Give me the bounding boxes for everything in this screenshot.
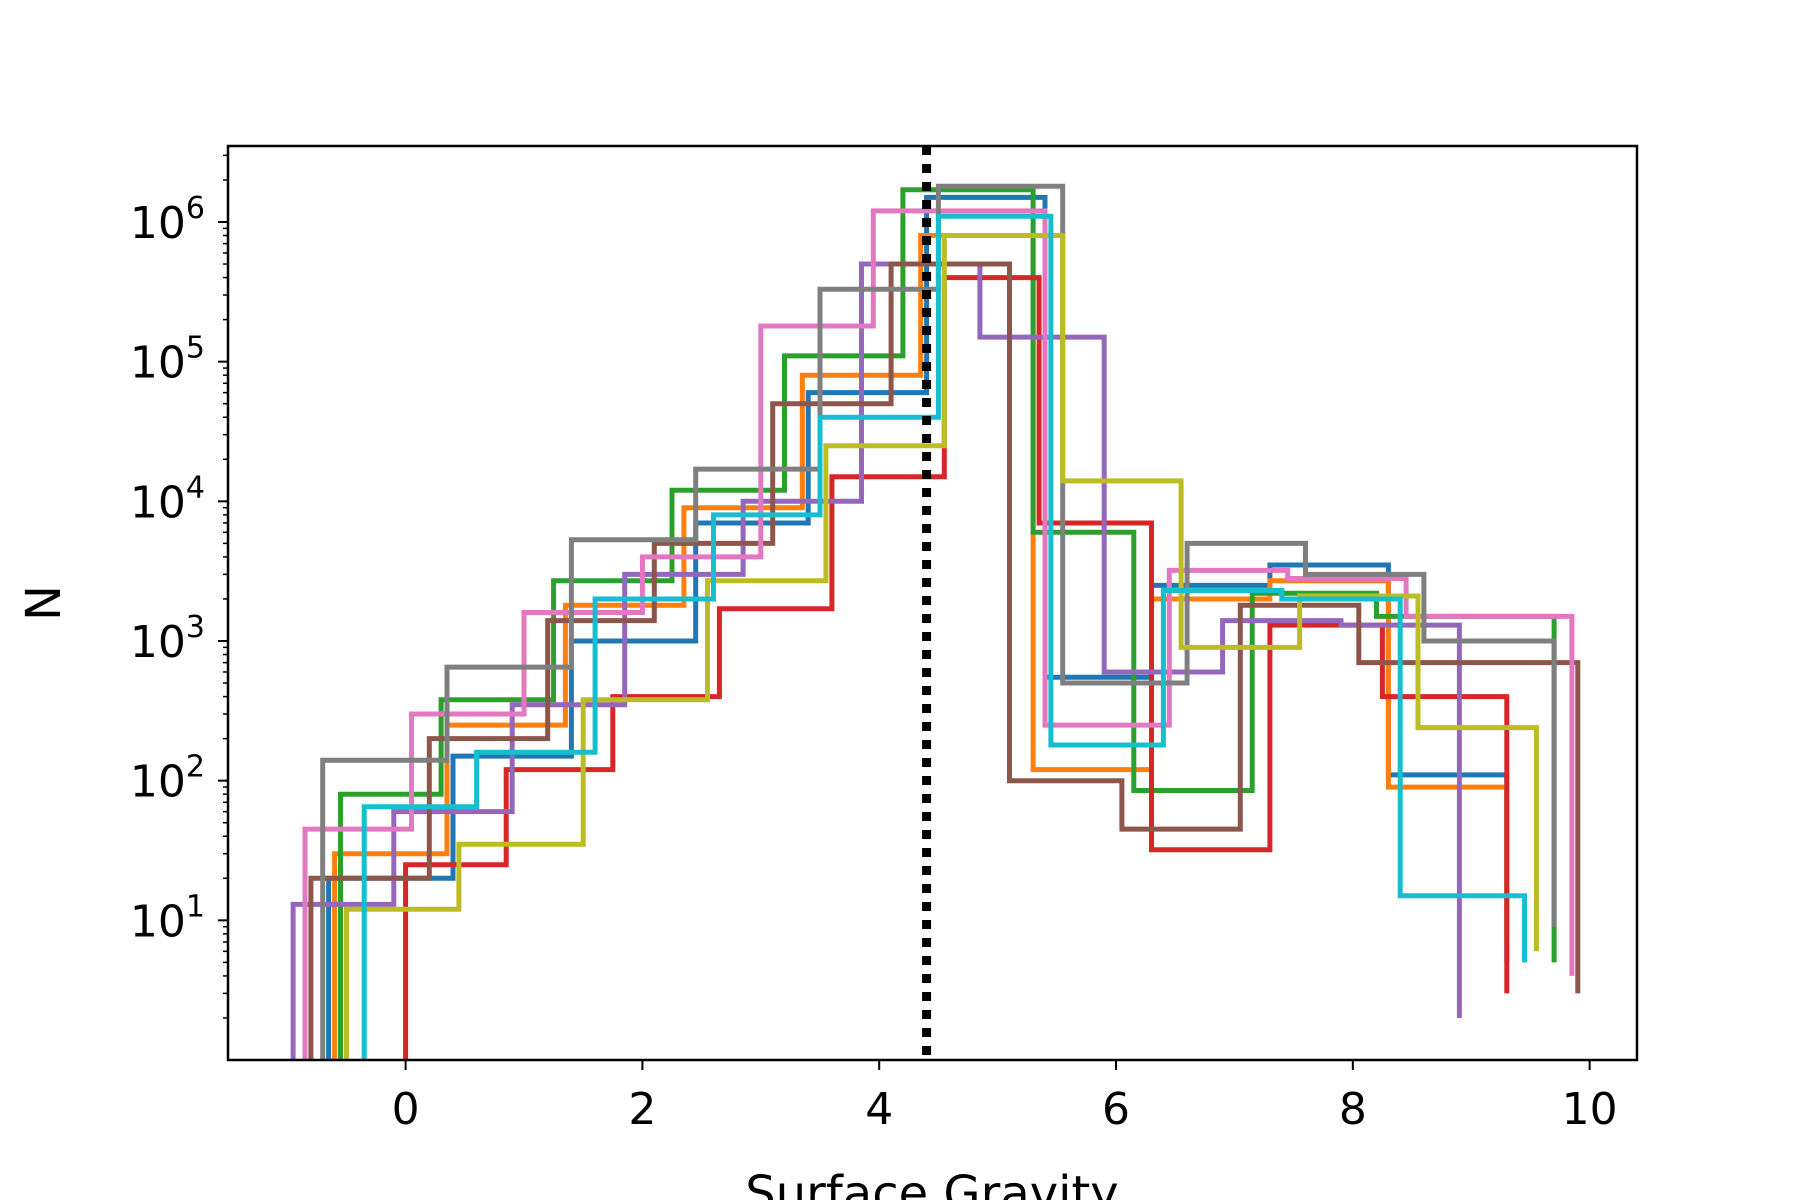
histogram-series-9 — [343, 233, 1539, 1060]
histogram-series-10 — [361, 213, 1527, 1060]
y-tick-label: 102 — [130, 750, 205, 808]
x-axis-ticks: 0 2 4 6 8 10 — [392, 1060, 1618, 1135]
histogram-series-3 — [338, 187, 1557, 1060]
x-tick-label: 10 — [1562, 1084, 1618, 1135]
histogram-series-layer — [290, 183, 1581, 1060]
histogram-series-5 — [290, 261, 1462, 1060]
x-tick-label: 8 — [1339, 1084, 1367, 1135]
x-tick-label: 0 — [392, 1084, 420, 1135]
x-axis-label: Surface Gravity — [745, 1166, 1118, 1200]
y-tick-label: 106 — [130, 191, 205, 249]
y-tick-label: 103 — [130, 610, 205, 668]
x-tick-label: 2 — [628, 1084, 656, 1135]
plot-frame — [226, 144, 1639, 1062]
y-tick-label: 105 — [130, 331, 205, 389]
x-tick-label: 6 — [1102, 1084, 1130, 1135]
y-axis-label: N — [16, 585, 72, 621]
y-tick-label: 104 — [130, 470, 205, 528]
y-tick-label: 101 — [130, 889, 205, 947]
y-axis-ticks: 101 102 103 104 105 106 — [130, 154, 228, 1019]
histogram-series-7 — [302, 208, 1575, 1060]
x-tick-label: 4 — [865, 1084, 893, 1135]
